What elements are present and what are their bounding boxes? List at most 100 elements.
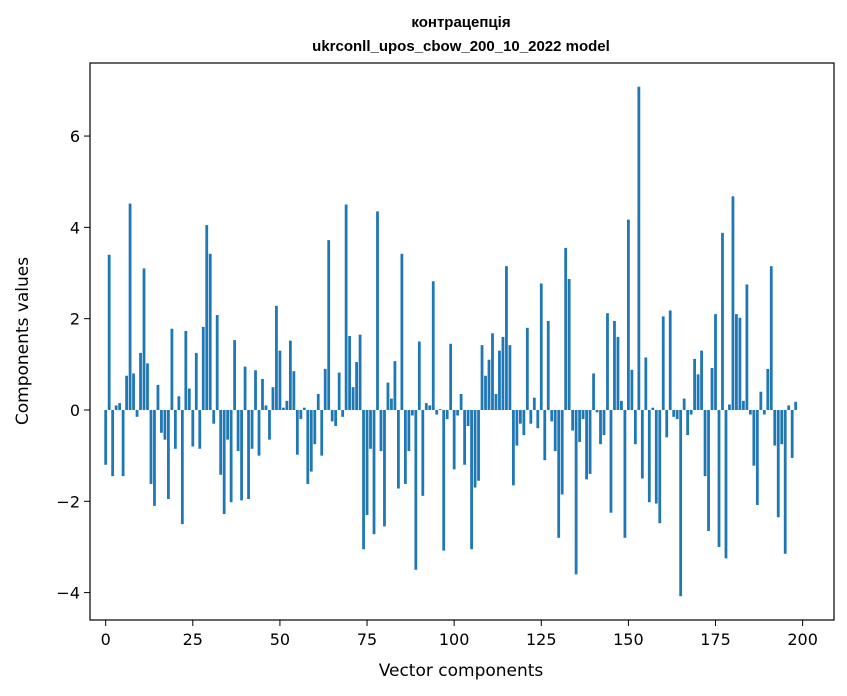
bar-91 (421, 409, 425, 496)
bar-178 (724, 409, 728, 559)
bar-63 (323, 368, 327, 410)
bar-121 (525, 327, 529, 410)
bar-169 (693, 358, 696, 410)
bar-100 (452, 409, 456, 470)
bar-81 (386, 382, 390, 410)
bar-57 (302, 407, 306, 410)
bar-119 (518, 409, 522, 424)
bar-86 (403, 409, 407, 484)
bar-133 (567, 278, 571, 410)
bar-3 (114, 405, 118, 410)
bar-138 (585, 409, 588, 480)
bar-130 (557, 409, 561, 538)
bar-158 (654, 409, 658, 504)
bar-24 (187, 388, 191, 410)
y-axis-label: Components values (13, 257, 33, 425)
bar-191 (769, 266, 773, 410)
bar-106 (473, 409, 477, 488)
x-tick-label: 125 (526, 630, 557, 649)
bar-137 (581, 409, 585, 420)
x-tick-label: 50 (270, 630, 290, 649)
bar-31 (212, 409, 216, 424)
bar-40 (243, 366, 247, 410)
x-tick-label: 75 (357, 630, 377, 649)
bar-76 (369, 409, 372, 449)
bar-30 (208, 253, 212, 410)
bar-193 (776, 409, 780, 518)
bar-145 (609, 409, 613, 513)
bar-15 (156, 384, 160, 410)
bar-77 (372, 409, 376, 535)
bar-59 (309, 409, 313, 472)
bar-1 (107, 254, 111, 410)
bar-53 (288, 340, 292, 410)
bar-71 (351, 387, 355, 410)
chart-title: контрацепція (411, 14, 510, 31)
bar-26 (194, 352, 198, 410)
x-tick-label: 175 (700, 630, 731, 649)
bar-45 (261, 378, 264, 410)
bar-153 (637, 86, 641, 410)
bar-190 (766, 368, 770, 410)
bar-7 (128, 203, 132, 410)
bar-62 (320, 409, 324, 456)
bar-104 (466, 409, 470, 426)
y-tick-label: 2 (70, 310, 80, 329)
bar-166 (682, 398, 686, 410)
bar-188 (759, 391, 763, 410)
bar-98 (445, 409, 449, 420)
bar-102 (459, 394, 463, 410)
bar-135 (574, 409, 578, 575)
bar-105 (470, 409, 473, 550)
bar-115 (505, 266, 508, 410)
bar-42 (250, 409, 254, 449)
bar-93 (428, 405, 432, 410)
bar-50 (278, 350, 282, 410)
bar-123 (532, 397, 536, 410)
bar-56 (299, 409, 303, 420)
bar-97 (442, 409, 446, 551)
x-tick-label: 25 (183, 630, 203, 649)
bar-186 (752, 409, 756, 466)
bar-189 (762, 409, 766, 415)
bar-167 (686, 409, 690, 436)
bar-122 (529, 409, 533, 424)
bar-96 (438, 409, 442, 410)
bar-99 (449, 343, 453, 410)
bar-29 (205, 225, 209, 410)
bar-20 (173, 409, 177, 449)
bar-177 (721, 232, 724, 410)
bar-165 (679, 409, 683, 597)
bar-68 (341, 409, 345, 417)
bar-126 (543, 409, 547, 461)
bar-22 (180, 409, 184, 525)
bar-144 (606, 313, 609, 410)
bar-187 (755, 409, 759, 505)
bar-82 (390, 398, 393, 410)
bar-181 (735, 314, 738, 410)
bar-113 (498, 350, 501, 410)
bar-84 (397, 409, 400, 489)
bar-141 (595, 409, 599, 413)
bar-180 (731, 196, 735, 410)
bar-55 (295, 409, 299, 455)
bar-129 (553, 409, 557, 452)
bar-116 (508, 345, 512, 410)
bar-43 (254, 370, 257, 410)
bar-23 (184, 331, 188, 410)
bar-16 (160, 409, 163, 433)
bar-163 (672, 409, 676, 417)
bar-58 (306, 409, 310, 484)
bar-114 (501, 336, 505, 410)
bar-131 (560, 409, 564, 495)
bar-21 (177, 396, 181, 410)
bar-174 (710, 367, 714, 410)
bar-194 (780, 409, 784, 445)
bar-33 (219, 409, 223, 475)
bar-140 (592, 373, 595, 410)
bar-152 (633, 409, 637, 445)
bar-13 (149, 409, 153, 484)
bar-87 (407, 409, 411, 452)
bar-159 (658, 409, 662, 524)
bar-108 (480, 345, 484, 410)
